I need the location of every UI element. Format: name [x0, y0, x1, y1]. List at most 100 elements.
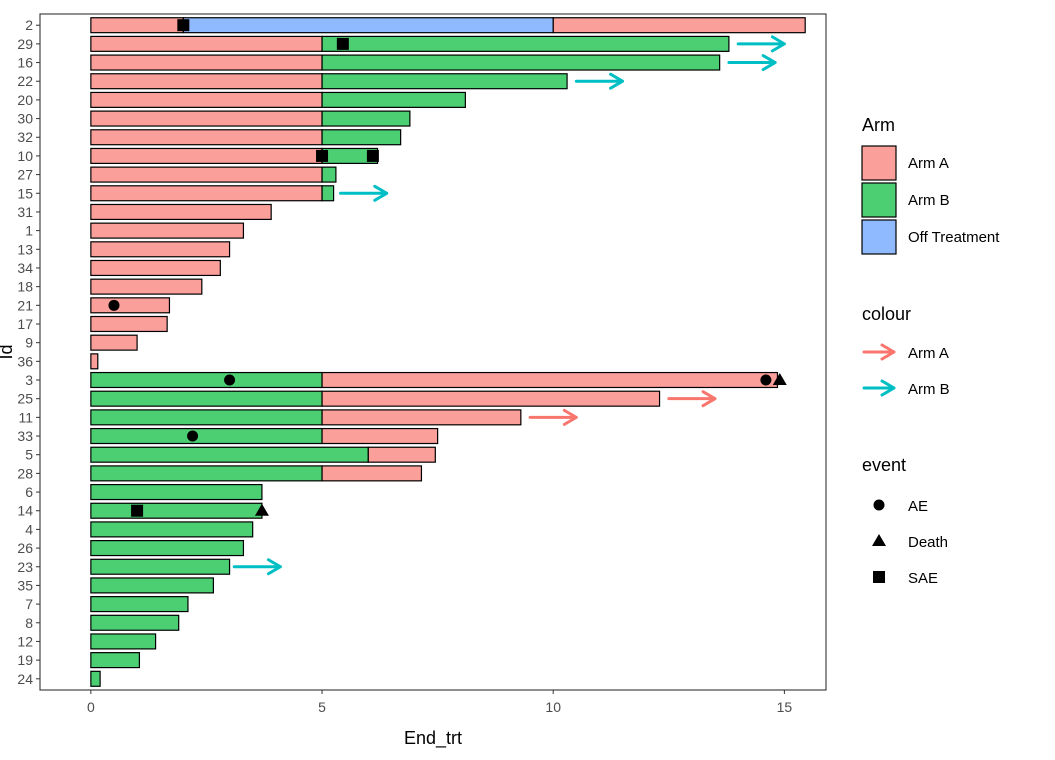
y-tick-label: 17	[17, 316, 33, 332]
y-tick-label: 13	[17, 241, 33, 257]
legend-label-arm: Arm A	[908, 155, 949, 172]
bar-segment	[321, 91, 466, 108]
y-tick-label: 12	[17, 633, 33, 649]
y-tick-label: 33	[17, 428, 33, 444]
bar-segment	[90, 315, 168, 333]
bar-segment	[90, 54, 323, 71]
bar-segment	[90, 297, 171, 314]
bar-segment	[90, 409, 323, 426]
bar-segment	[90, 110, 323, 127]
y-tick-label: 1	[25, 223, 33, 239]
continuation-arrow	[574, 72, 625, 90]
continuation-arrow	[339, 184, 389, 202]
bar-segment	[90, 91, 323, 108]
x-axis-title: End_trt	[404, 728, 462, 749]
bar-segment	[552, 17, 806, 34]
bar-segment	[321, 371, 779, 389]
legend-key-arm	[861, 219, 897, 255]
panel-border	[39, 13, 827, 691]
event-ae-point	[760, 374, 772, 386]
continuation-arrow	[528, 408, 578, 426]
bar-segment	[90, 465, 323, 482]
x-tick-label: 0	[87, 699, 95, 715]
y-tick-label: 27	[17, 167, 33, 183]
legend-label-arm: Off Treatment	[908, 229, 1000, 246]
bar-segment	[90, 203, 272, 221]
y-tick-label: 32	[17, 129, 33, 145]
y-tick-label: 29	[17, 36, 33, 52]
bar-segment	[90, 35, 323, 52]
bar-segment	[182, 17, 554, 34]
x-tick-label: 5	[318, 699, 326, 715]
y-tick-label: 28	[17, 465, 33, 481]
y-tick-label: 23	[17, 559, 33, 575]
y-tick-label: 9	[25, 335, 33, 351]
y-tick-label: 15	[17, 185, 33, 201]
continuation-arrow	[736, 35, 786, 53]
legend-title-colour: colour	[862, 304, 911, 324]
legend-key-arm	[861, 182, 897, 218]
y-tick-label: 34	[17, 260, 33, 276]
y-tick-label: 5	[25, 447, 33, 463]
y-tick-label: 22	[17, 73, 33, 89]
y-tick-label: 25	[17, 391, 33, 407]
bar-segment	[90, 483, 263, 501]
bar-segment	[90, 371, 323, 389]
bar-segment	[90, 502, 263, 519]
y-tick-label: 14	[17, 503, 33, 519]
bar-segment	[90, 222, 245, 239]
legend-label-event: AE	[908, 498, 928, 515]
event-sae-point	[177, 19, 190, 32]
bar-segment	[321, 409, 522, 426]
bar-segment	[90, 427, 323, 445]
bar-segment	[90, 185, 323, 202]
y-tick-label: 10	[17, 148, 33, 164]
y-tick-label: 30	[17, 111, 33, 127]
event-sae-point	[131, 504, 144, 517]
bar-segment	[321, 54, 721, 71]
y-tick-label: 21	[17, 297, 33, 313]
continuation-arrow	[232, 558, 282, 576]
bar-segment	[90, 521, 254, 538]
bar-segment	[90, 241, 231, 258]
legend-key-sae	[873, 571, 885, 583]
bar-segment	[90, 334, 138, 351]
y-tick-label: 18	[17, 279, 33, 295]
y-tick-label: 26	[17, 540, 33, 556]
legend-key-arm	[861, 145, 897, 181]
bar-segment	[321, 73, 568, 90]
bar-segment	[90, 596, 189, 613]
continuation-arrow	[667, 390, 717, 408]
legend-key-arrow	[862, 379, 896, 397]
event-ae-point	[224, 374, 236, 386]
x-tick-label: 15	[777, 699, 793, 715]
event-ae-point	[108, 299, 120, 311]
bar-segment	[90, 73, 323, 90]
y-tick-label: 3	[25, 372, 33, 388]
legend: Arm Arm A Arm B Off Treatment colour Arm A Arm…	[861, 115, 1000, 587]
y-tick-label: 8	[25, 615, 33, 631]
bar-segment	[90, 166, 323, 183]
y-tick-label: 24	[17, 671, 33, 687]
bar-segment	[90, 259, 221, 277]
event-death-point	[254, 503, 269, 516]
y-tick-label: 31	[17, 204, 33, 220]
plot-area: 2291622203032102715311133418211793632511…	[0, 13, 827, 749]
bar-segment	[90, 446, 369, 463]
event-death-point	[772, 373, 787, 386]
y-tick-label: 11	[18, 409, 33, 425]
bar-segment	[90, 353, 99, 370]
continuation-arrow	[727, 54, 777, 72]
y-tick-label: 36	[17, 353, 33, 369]
bar-segment	[90, 129, 323, 146]
bar-segment	[90, 540, 245, 557]
bar-segment	[321, 390, 661, 407]
bar-segment	[321, 185, 335, 202]
event-sae-point	[316, 149, 329, 162]
bar-segment	[321, 465, 423, 482]
y-tick-label: 2	[25, 17, 33, 33]
bar-segment	[321, 166, 337, 183]
y-tick-label: 35	[17, 577, 33, 593]
y-tick-label: 16	[17, 55, 33, 71]
